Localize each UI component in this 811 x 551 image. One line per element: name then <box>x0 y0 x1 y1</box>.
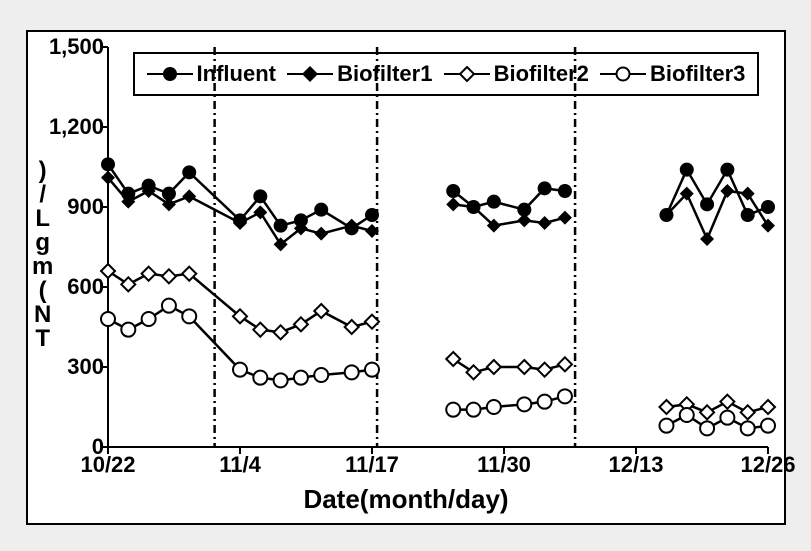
y-tick-label: 1,200 <box>49 114 104 140</box>
plot-area <box>108 47 768 447</box>
x-axis-title: Date(month/day) <box>28 484 784 515</box>
y-tick-label: 300 <box>67 354 104 380</box>
chart-container: Influent Biofilter1 Biofilter2 Biofilter… <box>0 0 811 551</box>
x-tick-label: 11/4 <box>219 452 261 478</box>
y-tick-label: 600 <box>67 274 104 300</box>
y-axis-label: )/Lgm(NT <box>32 159 53 351</box>
x-tick-label: 11/17 <box>345 452 399 478</box>
chart-inner: Influent Biofilter1 Biofilter2 Biofilter… <box>26 30 786 525</box>
y-tick-label: 900 <box>67 194 104 220</box>
plot-svg <box>108 47 768 447</box>
x-tick-label: 12/26 <box>740 452 795 478</box>
x-tick-label: 12/13 <box>608 452 663 478</box>
x-tick-label: 10/22 <box>80 452 135 478</box>
x-tick-label: 11/30 <box>477 452 531 478</box>
y-tick-label: 1,500 <box>49 34 104 60</box>
